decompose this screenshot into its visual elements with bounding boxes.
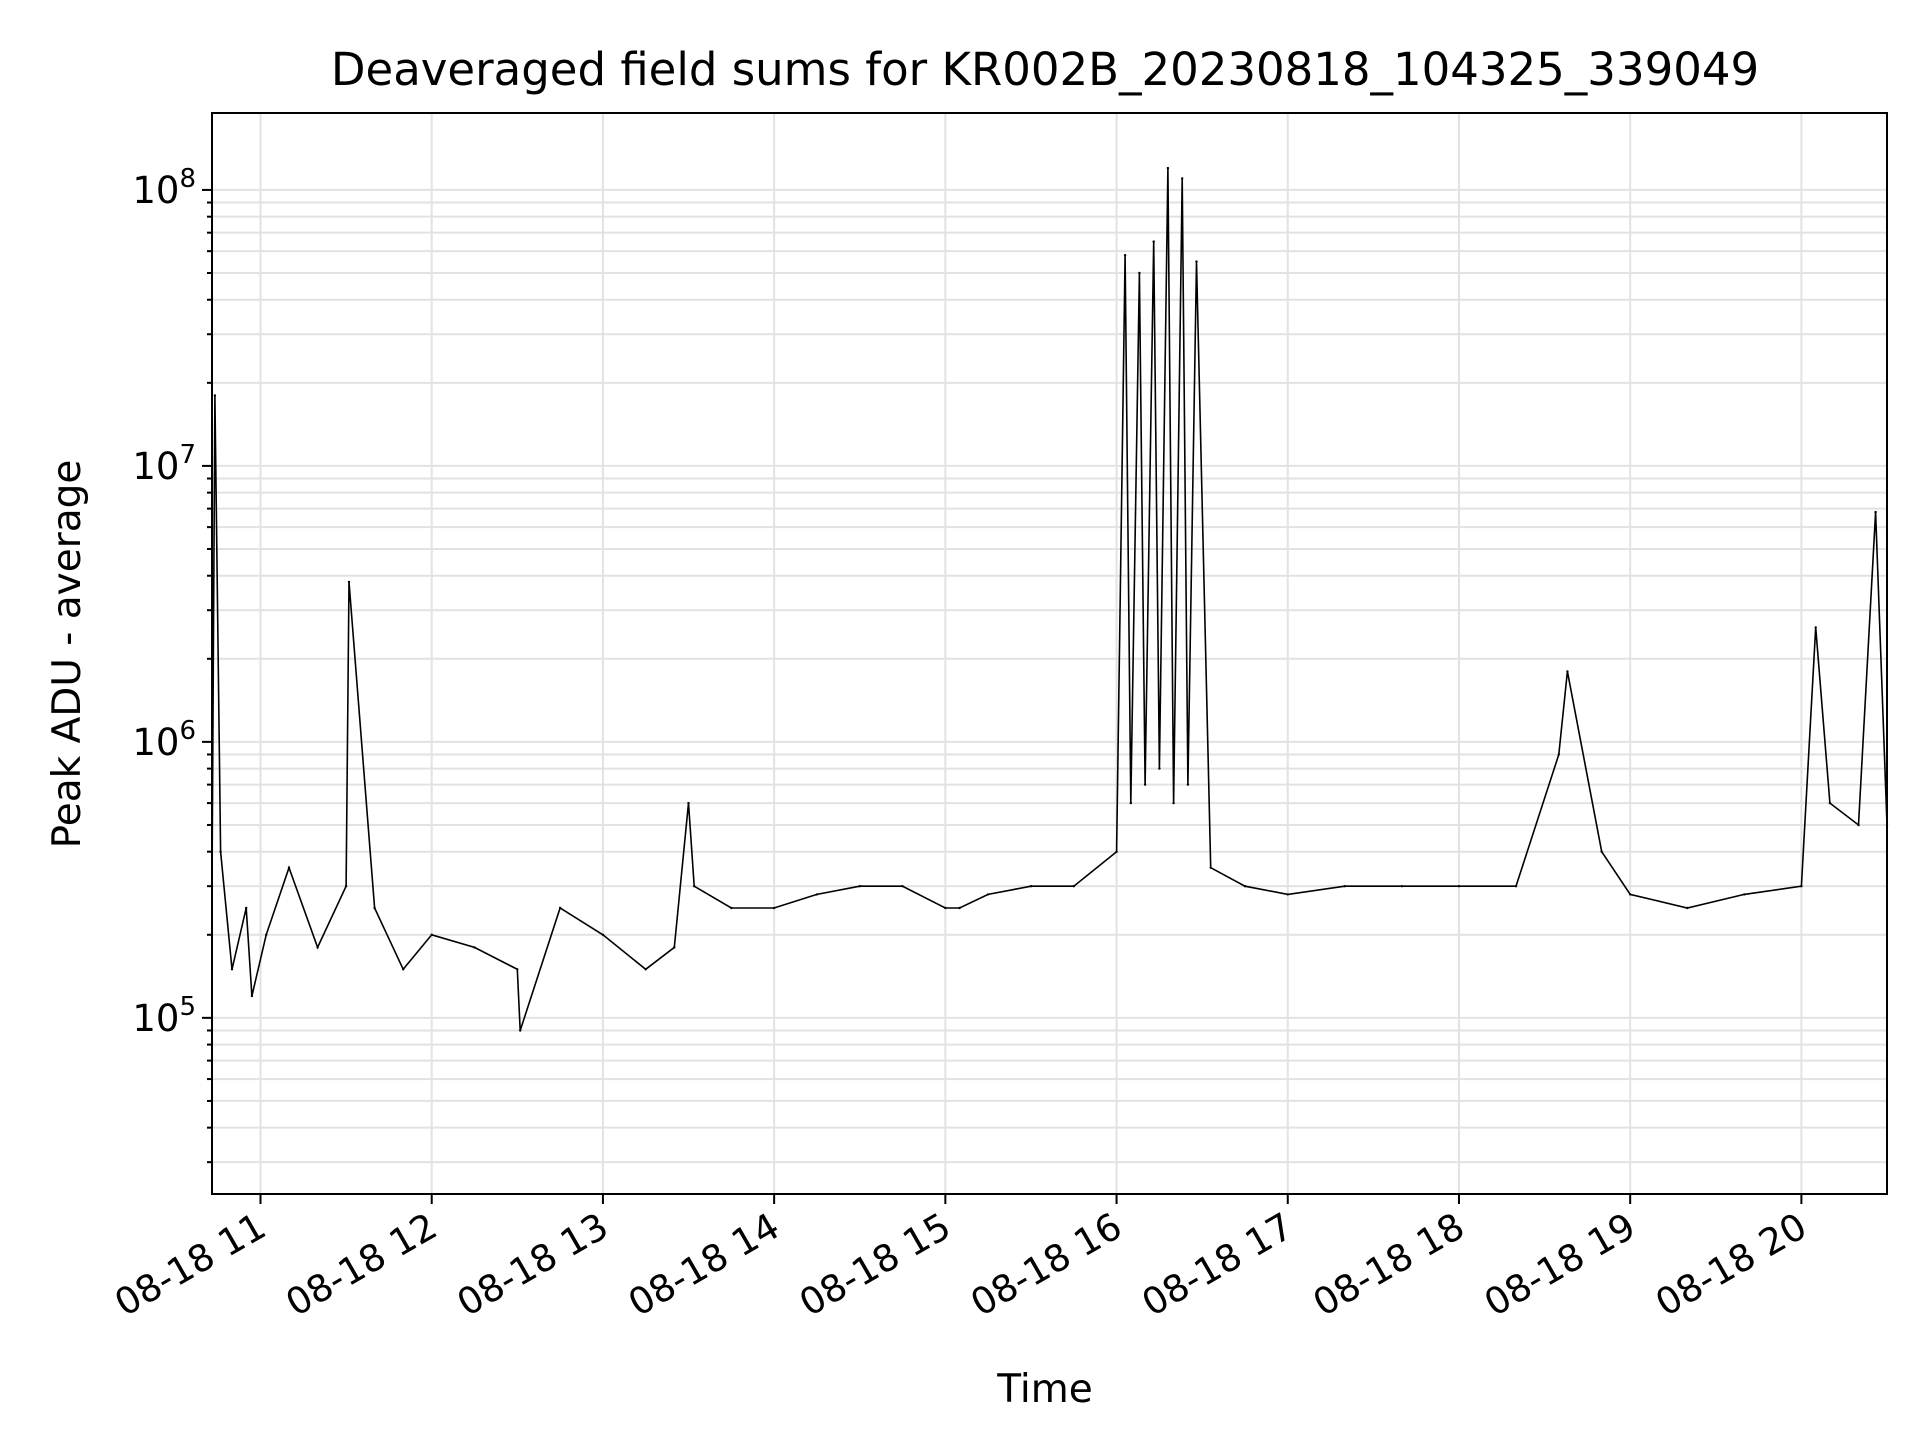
plot-frame: [211, 112, 1888, 1195]
data-point: [1514, 885, 1518, 888]
data-point: [558, 906, 562, 910]
data-point: [265, 933, 268, 936]
data-point: [250, 994, 254, 998]
data-point: [347, 580, 351, 584]
y-tick-label: 108: [132, 164, 196, 212]
data-point: [1400, 885, 1404, 888]
data-point: [986, 893, 990, 896]
data-point: [1874, 510, 1877, 514]
data-point: [1029, 885, 1033, 888]
data-point: [1166, 166, 1170, 170]
data-point: [858, 885, 861, 888]
data-point: [230, 968, 234, 971]
data-point: [1457, 885, 1461, 888]
data-point: [245, 906, 248, 910]
data-point: [1814, 626, 1817, 629]
y-axis-label: Peak ADU - average: [45, 460, 90, 849]
data-point: [1123, 254, 1127, 257]
data-point: [287, 866, 291, 869]
data-point: [430, 933, 433, 936]
data-point: [1600, 850, 1603, 853]
data-point: [644, 968, 647, 971]
data-point: [219, 850, 222, 853]
data-point: [1629, 893, 1632, 896]
data-point: [1158, 767, 1161, 770]
data-point: [1152, 240, 1155, 243]
data-point: [1195, 260, 1198, 263]
data-point: [402, 968, 405, 971]
data-point: [772, 906, 776, 910]
data-point: [1566, 670, 1569, 673]
x-axis-label: Time: [996, 1367, 1092, 1412]
data-point: [1828, 801, 1832, 805]
data-point: [1072, 885, 1076, 888]
data-point: [1286, 893, 1290, 896]
data-point: [1686, 906, 1689, 910]
chart-title: Deaveraged field sums for KR002B_2023081…: [331, 43, 1759, 96]
data-point: [1343, 885, 1347, 888]
data-point: [687, 801, 690, 805]
y-tick-label: 105: [132, 992, 196, 1040]
data-point: [815, 893, 819, 896]
data-point: [730, 906, 733, 910]
data-point: [473, 946, 476, 949]
y-tick-label: 107: [132, 440, 196, 488]
y-tick-label: 106: [132, 716, 196, 764]
data-point: [516, 968, 519, 971]
data-point: [1243, 885, 1247, 888]
data-point: [1857, 823, 1860, 827]
data-point: [1129, 801, 1133, 805]
data-point: [1138, 271, 1141, 275]
data-point: [958, 906, 961, 910]
data-point: [1115, 850, 1118, 853]
data-point: [944, 906, 947, 910]
data-point: [693, 885, 696, 888]
data-point: [373, 906, 376, 910]
data-point: [1743, 893, 1746, 896]
data-point: [1557, 753, 1561, 756]
data-point: [316, 946, 319, 949]
data-point: [601, 933, 605, 936]
data-point: [1181, 177, 1184, 180]
data-point: [344, 885, 348, 888]
data-point: [673, 946, 676, 949]
data-point: [1143, 783, 1147, 786]
data-point: [519, 1029, 522, 1032]
data-layer: [210, 166, 1889, 1032]
data-point: [1172, 801, 1175, 805]
data-point: [901, 885, 904, 888]
data-point: [1209, 866, 1212, 869]
data-point: [1800, 885, 1803, 888]
data-point: [1186, 783, 1190, 786]
data-point: [213, 394, 217, 397]
series-line-0: [211, 168, 1888, 1031]
